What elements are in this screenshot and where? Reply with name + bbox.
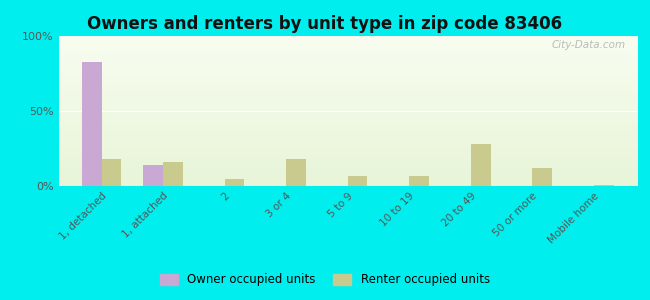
- Text: Owners and renters by unit type in zip code 83406: Owners and renters by unit type in zip c…: [88, 15, 562, 33]
- Bar: [594, 184, 614, 186]
- Bar: [225, 178, 244, 186]
- Text: City-Data.com: City-Data.com: [551, 40, 625, 50]
- Bar: [286, 159, 306, 186]
- Bar: [101, 159, 122, 186]
- Bar: [471, 144, 491, 186]
- Bar: [532, 168, 552, 186]
- Bar: [82, 61, 101, 186]
- Bar: [348, 176, 367, 186]
- Legend: Owner occupied units, Renter occupied units: Owner occupied units, Renter occupied un…: [155, 269, 495, 291]
- Bar: [144, 165, 163, 186]
- Bar: [163, 162, 183, 186]
- Bar: [410, 176, 429, 186]
